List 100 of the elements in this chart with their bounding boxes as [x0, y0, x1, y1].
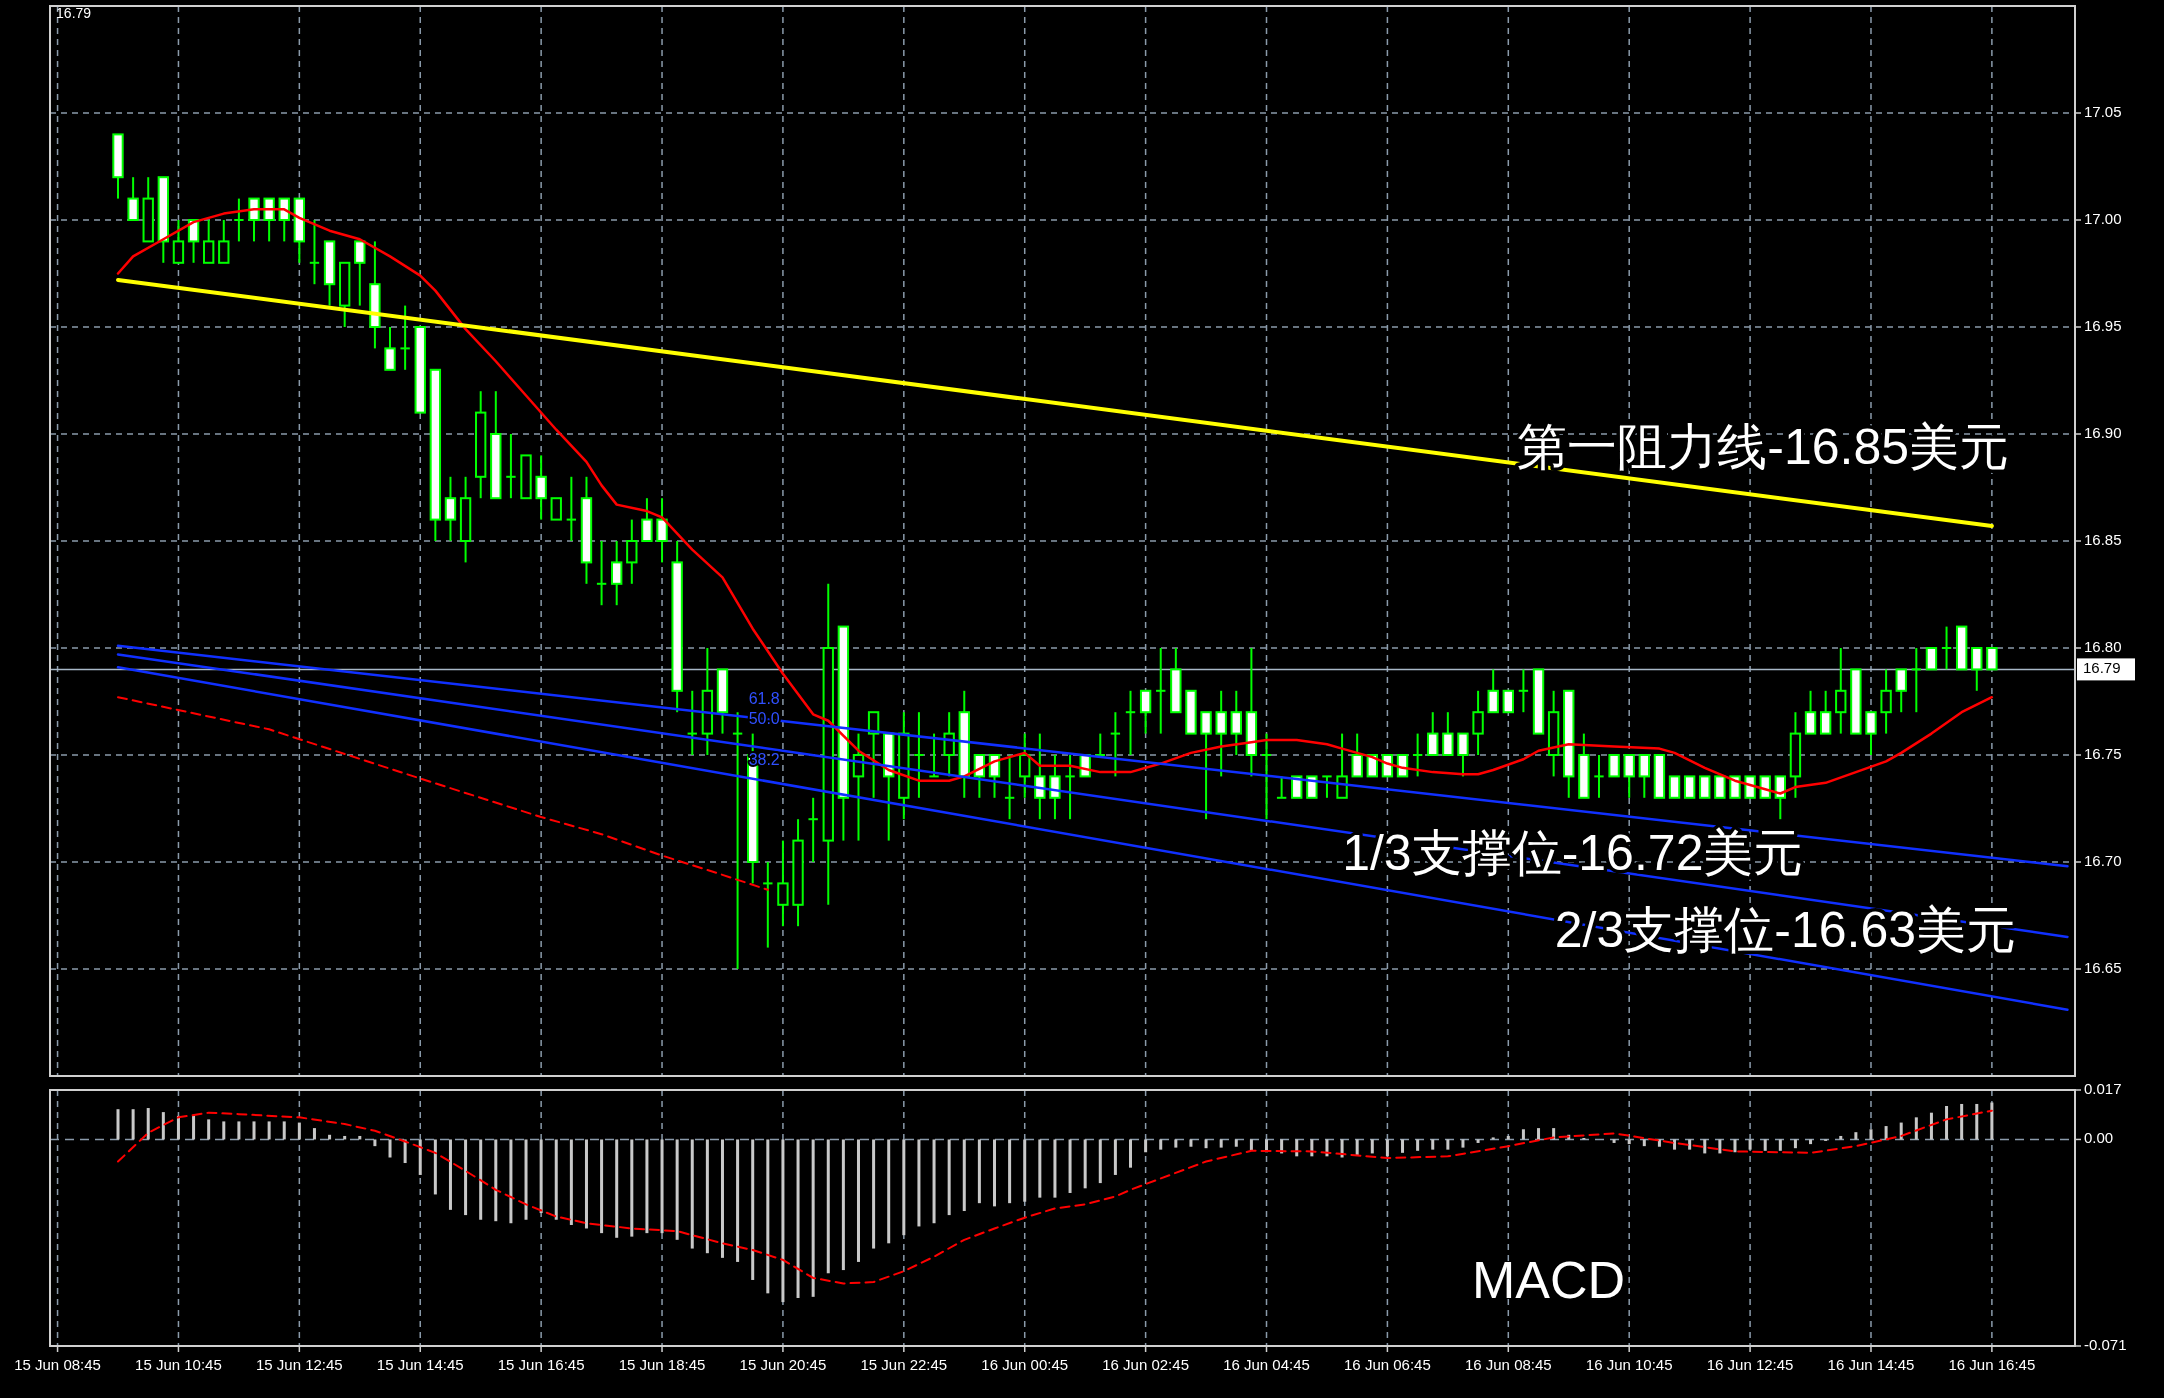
x-tick-label: 15 Jun 08:45: [14, 1356, 101, 1373]
bar: [872, 1139, 876, 1249]
bar: [1612, 1139, 1616, 1143]
x-tick-label: 16 Jun 08:45: [1464, 1356, 1552, 1373]
bar: [962, 1139, 966, 1212]
bar: [720, 1139, 724, 1258]
bar: [947, 1139, 951, 1216]
bar: [1416, 1139, 1420, 1151]
x-tick-label: 16 Jun 00:45: [981, 1356, 1069, 1373]
bar: [1401, 1139, 1405, 1153]
bar: [1778, 1139, 1782, 1151]
bar: [1884, 1126, 1888, 1140]
bar: [312, 1128, 316, 1140]
bar: [660, 1139, 664, 1234]
y-tick-label: 16.65: [2084, 958, 2122, 976]
bar: [1431, 1139, 1435, 1150]
bar: [237, 1121, 241, 1140]
y-tick-label: 17.00: [2084, 209, 2122, 227]
bar: [1144, 1139, 1148, 1153]
bar: [1083, 1139, 1087, 1189]
bar: [1733, 1139, 1737, 1153]
bar: [1370, 1139, 1374, 1154]
bar: [1129, 1139, 1132, 1168]
bar: [1249, 1139, 1253, 1151]
bar: [902, 1139, 906, 1236]
bar: [1098, 1139, 1102, 1184]
bar: [554, 1139, 558, 1220]
bar: [736, 1139, 740, 1262]
bar: [1038, 1139, 1042, 1198]
y-tick-label: 0.017: [2084, 1079, 2122, 1097]
bar: [1053, 1139, 1057, 1198]
bar: [751, 1139, 755, 1280]
bar: [161, 1112, 165, 1140]
bar: [1869, 1129, 1873, 1140]
bar: [297, 1122, 301, 1140]
y-tick-label: 16.90: [2084, 423, 2122, 441]
y-tick-label: 16.95: [2084, 316, 2122, 334]
bar: [1189, 1139, 1193, 1147]
bar: [1657, 1139, 1661, 1147]
x-tick-label: 16 Jun 04:45: [1223, 1356, 1310, 1373]
y-tick-label: 16.85: [2084, 530, 2122, 548]
x-tick-label: 15 Jun 10:45: [135, 1356, 222, 1373]
x-tick-label: 16 Jun 10:45: [1585, 1356, 1673, 1373]
annotation: 第一阻力线-16.85美元: [1517, 419, 2010, 476]
bar: [856, 1139, 860, 1262]
x-tick-label: 16 Jun 16:45: [1948, 1356, 2036, 1373]
bar: [1793, 1139, 1797, 1149]
bar: [1748, 1139, 1752, 1150]
bar: [766, 1139, 770, 1294]
y-tick-label: 16.75: [2084, 744, 2122, 762]
annotation: 16.79: [56, 5, 92, 22]
x-tick-label: 15 Jun 20:45: [739, 1356, 827, 1373]
bar: [146, 1108, 150, 1140]
bar: [1673, 1139, 1677, 1150]
bar: [917, 1139, 921, 1227]
x-tick-label: 15 Jun 12:45: [255, 1356, 343, 1373]
annotation: 61.8: [748, 689, 780, 707]
bar: [116, 1109, 120, 1140]
bar: [1521, 1129, 1525, 1140]
bar: [1491, 1137, 1495, 1140]
bar: [1159, 1139, 1163, 1150]
bar: [993, 1139, 996, 1207]
y-tick-label: 16.70: [2084, 851, 2122, 869]
bar: [433, 1139, 437, 1195]
bar: [1023, 1139, 1027, 1202]
bar: [796, 1139, 800, 1298]
bar: [1990, 1102, 1994, 1140]
bar: [1204, 1139, 1208, 1149]
bar: [539, 1139, 543, 1214]
bar: [1446, 1139, 1450, 1150]
x-tick-label: 16 Jun 06:45: [1344, 1356, 1431, 1373]
bar: [1461, 1139, 1465, 1148]
bar: [781, 1139, 785, 1303]
bar: [1718, 1139, 1722, 1154]
bar: [267, 1121, 271, 1140]
x-tick-label: 16 Jun 14:45: [1827, 1356, 1915, 1373]
annotation: MACD: [1471, 1251, 1626, 1310]
bar: [584, 1139, 588, 1229]
bar: [615, 1139, 619, 1238]
bar: [826, 1139, 830, 1274]
bar: [1385, 1139, 1389, 1157]
bar: [1627, 1139, 1631, 1145]
bar: [524, 1139, 528, 1220]
bar: [1960, 1103, 1964, 1140]
bar: [675, 1139, 679, 1240]
bar: [1174, 1139, 1178, 1148]
bar: [131, 1109, 135, 1140]
x-tick-label: 15 Jun 14:45: [376, 1356, 464, 1373]
bar: [690, 1139, 694, 1249]
bar: [358, 1135, 362, 1140]
bar: [932, 1139, 936, 1224]
bar: [1688, 1139, 1692, 1150]
bar: [1642, 1139, 1646, 1147]
bar: [479, 1139, 483, 1220]
bar: [222, 1121, 226, 1140]
bar: [1234, 1139, 1238, 1147]
y-tick-label: 16.80: [2084, 637, 2122, 655]
bar: [569, 1139, 573, 1225]
y-tick-label: 17.05: [2084, 102, 2122, 120]
bar: [1703, 1139, 1707, 1154]
